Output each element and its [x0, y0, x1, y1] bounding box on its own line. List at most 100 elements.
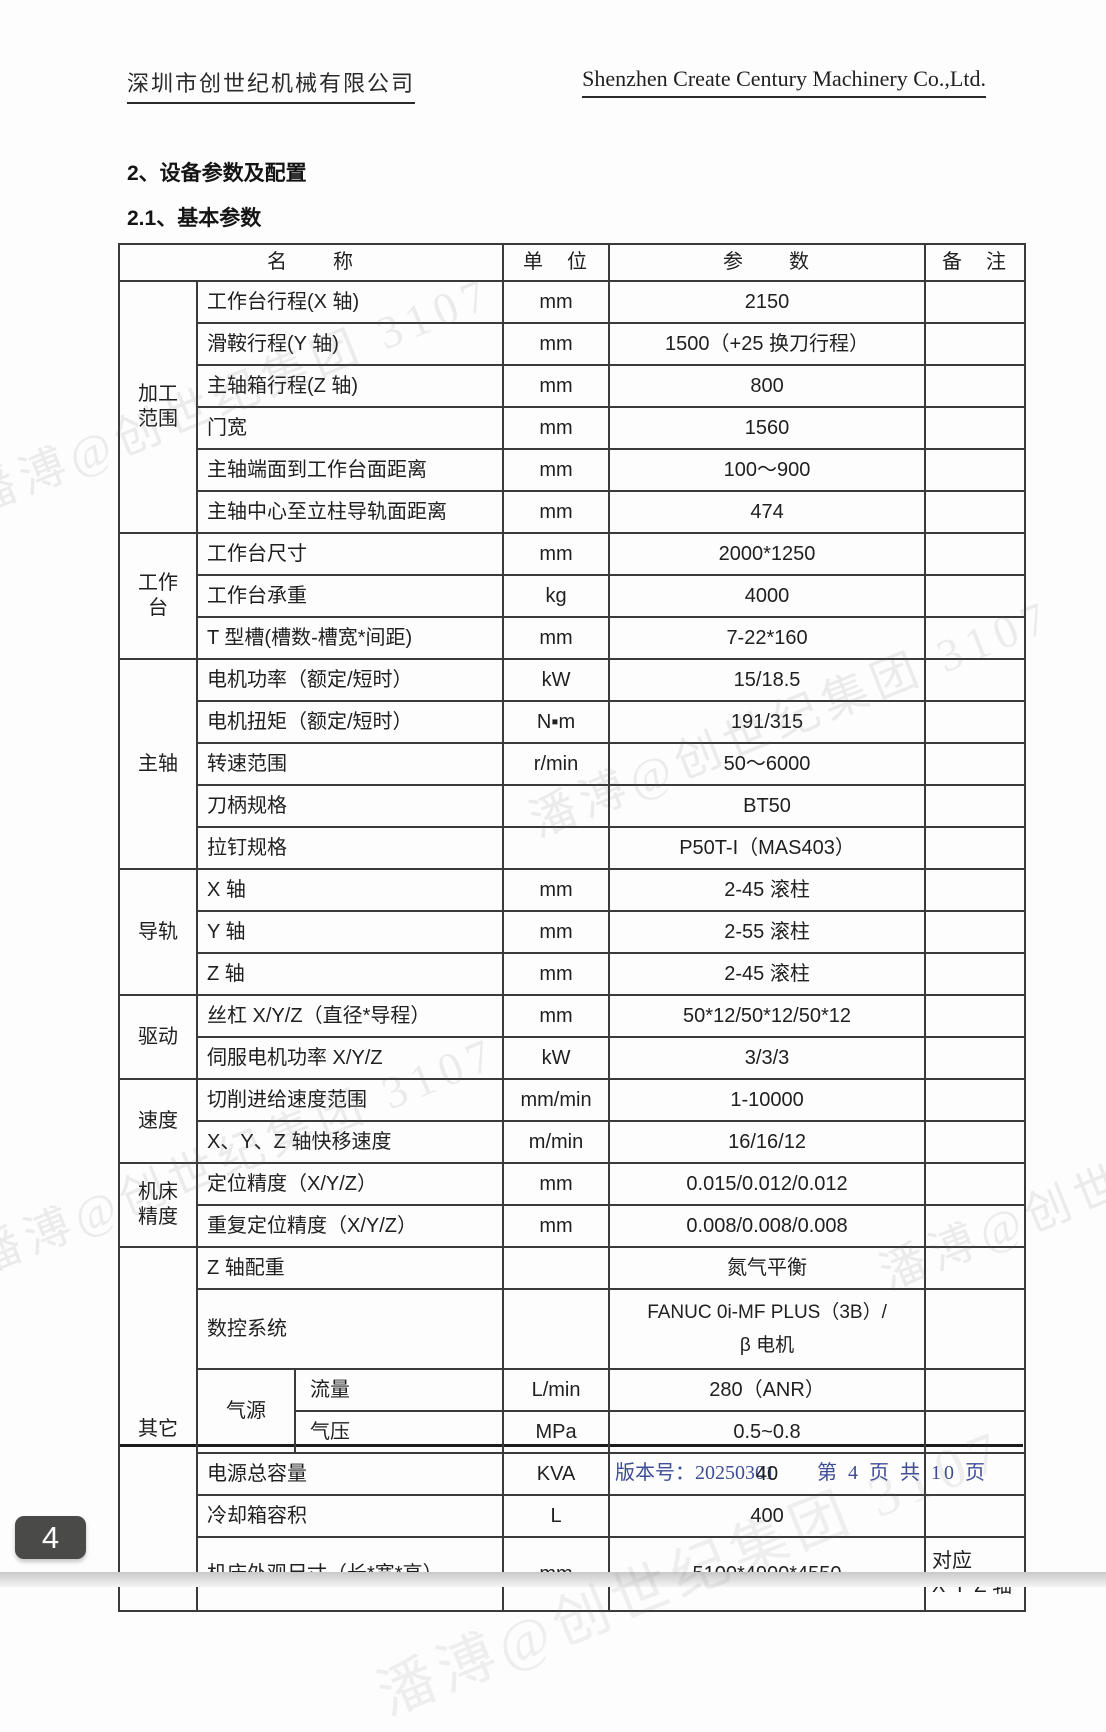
param-cell: 2150: [608, 280, 927, 324]
remark-cell: [924, 280, 1027, 324]
category-cell: 主轴: [118, 658, 198, 870]
remark-cell: [924, 658, 1027, 702]
remark-cell: [924, 700, 1027, 744]
remark-cell: [924, 1036, 1027, 1080]
unit-cell: N▪m: [502, 700, 611, 744]
table-row: 主轴 电机功率（额定/短时） kW 15/18.5: [118, 658, 1027, 870]
param-cell: 2000*1250: [608, 532, 927, 576]
param-cell: 15/18.5: [608, 658, 927, 702]
unit-cell: mm: [502, 910, 611, 954]
name-cell: 拉钉规格: [195, 826, 505, 870]
remark-cell: [924, 1078, 1027, 1122]
unit-cell: [502, 1288, 611, 1370]
table-row: 主轴箱行程(Z 轴) mm 800: [119, 364, 1027, 408]
name-cell: 工作台承重: [195, 574, 505, 618]
name-cell: 滑鞍行程(Y 轴): [195, 322, 505, 366]
param-cell: FANUC 0i-MF PLUS（3B）/β 电机: [608, 1288, 927, 1370]
table-row: T 型槽(槽数-槽宽*间距) mm 7-22*160: [119, 616, 1027, 660]
table-row: X、Y、Z 轴快移速度 m/min 16/16/12: [119, 1120, 1027, 1164]
name-cell: 主轴箱行程(Z 轴): [195, 364, 505, 408]
category-cell: 驱动: [118, 994, 198, 1080]
name-cell: T 型槽(槽数-槽宽*间距): [195, 616, 505, 660]
unit-cell: mm: [502, 1204, 611, 1248]
table-row: Z 轴 mm 2-45 滚柱: [119, 952, 1027, 996]
param-cell: 1500（+25 换刀行程）: [608, 322, 927, 366]
category-cell: 其它: [118, 1246, 198, 1612]
name-cell: Y 轴: [195, 910, 505, 954]
param-cell: 3/3/3: [608, 1036, 927, 1080]
name-cell: 转速范围: [195, 742, 505, 786]
table-row: 工作台 工作台尺寸 mm 2000*1250: [118, 532, 1027, 660]
name-cell: 数控系统: [195, 1288, 505, 1370]
param-cell: 280（ANR）: [608, 1368, 927, 1412]
table-row: 数控系统 FANUC 0i-MF PLUS（3B）/β 电机: [119, 1288, 1027, 1370]
remark-cell: [924, 1162, 1027, 1206]
unit-cell: r/min: [502, 742, 611, 786]
name-cell: 切削进给速度范围: [195, 1078, 505, 1122]
remark-cell: [924, 406, 1027, 450]
name-cell: 流量: [293, 1368, 505, 1412]
section-subtitle: 2.1、基本参数: [127, 207, 262, 230]
table-row: 刀柄规格 BT50: [119, 784, 1027, 828]
table-row: 机床精度 定位精度（X/Y/Z） mm 0.015/0.012/0.012: [118, 1162, 1027, 1248]
remark-cell: [924, 1410, 1027, 1454]
unit-cell: mm: [502, 952, 611, 996]
table-row: 气源 流量 L/min 280（ANR）: [119, 1368, 1027, 1454]
table-row: 伺服电机功率 X/Y/Z kW 3/3/3: [119, 1036, 1027, 1080]
param-cell: 50～6000: [608, 742, 927, 786]
name-cell: Z 轴配重: [195, 1246, 505, 1290]
col-header-unit: 单 位: [502, 243, 611, 282]
category-cell: 导轨: [118, 868, 198, 996]
unit-cell: kg: [502, 574, 611, 618]
table-row: 电机扭矩（额定/短时） N▪m 191/315: [119, 700, 1027, 744]
remark-cell: [924, 868, 1027, 912]
page-number-badge: 4: [15, 1516, 86, 1559]
remark-cell: [924, 616, 1027, 660]
param-cell: 0.015/0.012/0.012: [608, 1162, 927, 1206]
unit-cell: [502, 826, 611, 870]
unit-cell: mm: [502, 322, 611, 366]
table-header-row: 名 称 单 位 参 数 备 注: [117, 243, 1027, 282]
col-header-param: 参 数: [608, 243, 927, 282]
name-cell: 主轴中心至立柱导轨面距离: [195, 490, 505, 534]
table-row: 驱动 丝杠 X/Y/Z（直径*导程） mm 50*12/50*12/50*12: [118, 994, 1027, 1080]
table-row: 滑鞍行程(Y 轴) mm 1500（+25 换刀行程）: [119, 322, 1027, 366]
category-cell: 速度: [118, 1078, 198, 1164]
param-cell: 7-22*160: [608, 616, 927, 660]
param-cell: P50T-I（MAS403）: [608, 826, 927, 870]
table-row: 加工范围 工作台行程(X 轴) mm 2150: [118, 280, 1027, 534]
param-cell: 16/16/12: [608, 1120, 927, 1164]
param-cell: BT50: [608, 784, 927, 828]
col-header-remark: 备 注: [924, 243, 1027, 282]
name-cell: 电机扭矩（额定/短时）: [195, 700, 505, 744]
unit-cell: mm: [502, 994, 611, 1038]
unit-cell: [502, 1246, 611, 1290]
unit-cell: MPa: [502, 1410, 611, 1454]
remark-cell: [924, 574, 1027, 618]
remark-cell: [924, 1246, 1027, 1290]
unit-cell: mm: [502, 364, 611, 408]
remark-cell: [924, 1452, 1027, 1496]
table-row: 冷却箱容积 L 400: [119, 1494, 1027, 1538]
remark-cell: [924, 952, 1027, 996]
name-cell: 电机功率（额定/短时）: [195, 658, 505, 702]
unit-cell: mm: [502, 280, 611, 324]
table-row: 重复定位精度（X/Y/Z） mm 0.008/0.008/0.008: [119, 1204, 1027, 1248]
table-row: 拉钉规格 P50T-I（MAS403）: [119, 826, 1027, 870]
name-cell: 定位精度（X/Y/Z）: [195, 1162, 505, 1206]
name-cell: 电源总容量: [195, 1452, 505, 1496]
spec-table: 名 称 单 位 参 数 备 注 加工范围 工作台行程(X 轴) mm 2150 …: [117, 243, 1027, 1612]
name-cell: 伺服电机功率 X/Y/Z: [195, 1036, 505, 1080]
param-cell: 474: [608, 490, 927, 534]
unit-cell: L/min: [502, 1368, 611, 1412]
unit-cell: mm: [502, 532, 611, 576]
remark-cell: [924, 910, 1027, 954]
name-cell: 刀柄规格: [195, 784, 505, 828]
page-separator: [0, 1572, 1106, 1587]
table-row: 电源总容量 KVA 40: [119, 1452, 1027, 1496]
remark-cell: [924, 364, 1027, 408]
remark-cell: [924, 784, 1027, 828]
name-cell: 丝杠 X/Y/Z（直径*导程）: [195, 994, 505, 1038]
param-cell: 1-10000: [608, 1078, 927, 1122]
unit-cell: mm: [502, 868, 611, 912]
